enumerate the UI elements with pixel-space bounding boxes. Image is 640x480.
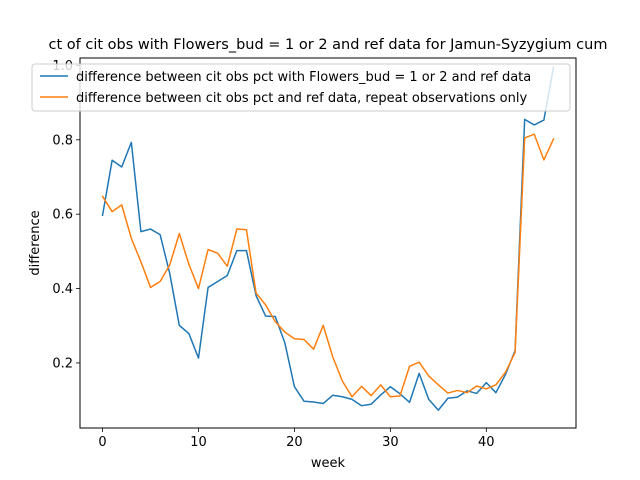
legend-box	[31, 63, 571, 112]
x-tick-label: 20	[286, 435, 303, 450]
legend: difference between cit obs pct with Flow…	[31, 63, 571, 112]
y-tick-label: 0.2	[52, 356, 73, 371]
chart-title: ct of cit obs with Flowers_bud = 1 or 2 …	[49, 37, 608, 53]
y-tick-label: 0.8	[52, 133, 73, 148]
x-tick-label: 40	[478, 435, 495, 450]
x-axis-label: week	[311, 456, 346, 471]
y-tick-label: 0.4	[52, 282, 73, 297]
x-tick-label: 10	[190, 435, 207, 450]
series-line-2	[101, 133, 555, 398]
plot-area	[101, 66, 555, 411]
x-tick-label: 0	[98, 435, 106, 450]
legend-label-series-2: difference between cit obs pct and ref d…	[76, 91, 527, 106]
y-tick-label: 0.6	[52, 208, 73, 223]
y-axis-label: difference	[28, 210, 43, 275]
axes-frame	[79, 57, 577, 429]
x-tick-label: 30	[382, 435, 399, 450]
legend-label-series-1: difference between cit obs pct with Flow…	[76, 70, 531, 85]
series-line-1	[101, 66, 555, 411]
